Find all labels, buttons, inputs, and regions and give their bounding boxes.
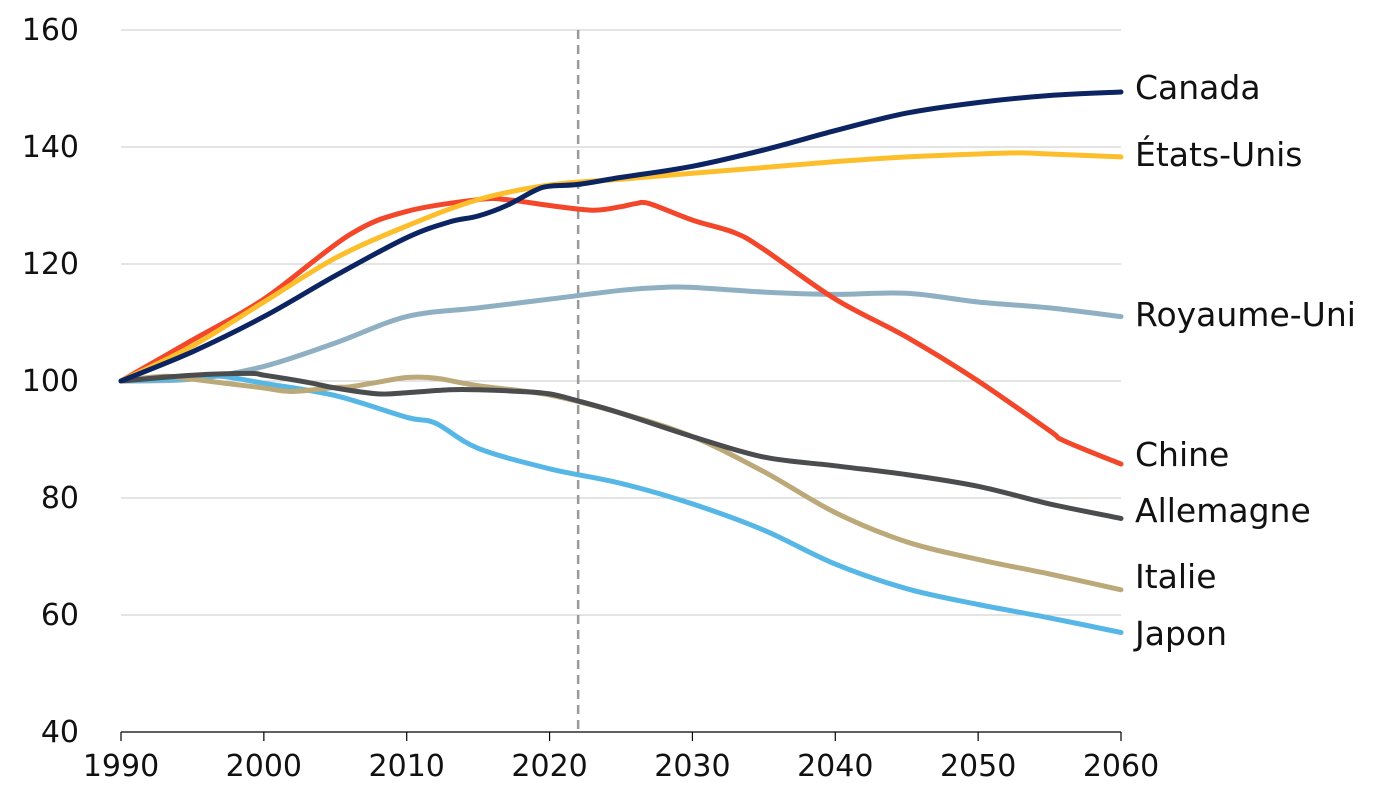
x-tick-label: 2010: [369, 749, 445, 784]
series-line-allemagne: [118, 370, 1124, 521]
series-label-etats-unis: États-Unis: [1135, 134, 1302, 174]
y-axis-tick-labels: 160 140 120 100 80 60 40: [22, 13, 79, 750]
x-tick-label: 2060: [1083, 749, 1159, 784]
series-line-royaume-uni: [118, 284, 1124, 384]
series-label-japon: Japon: [1133, 614, 1227, 653]
gridlines: [121, 29, 1121, 616]
series-line-chine: [118, 196, 1124, 467]
series-labels: Canada États-Unis Royaume-Uni Chine Allemagn…: [1133, 68, 1356, 653]
x-tick-label: 2050: [940, 749, 1016, 784]
x-tick-label: 2030: [654, 749, 730, 784]
series-line-canada: [118, 89, 1124, 384]
x-tick-label: 1990: [83, 749, 159, 784]
x-axis: 1990 2000 2010 2020 2030 2040 2050 2060: [83, 731, 1159, 784]
series-line-japon: [118, 373, 1124, 635]
series-lines: [118, 89, 1124, 635]
series-line-etats-unis: [118, 150, 1124, 384]
series-label-italie: Italie: [1135, 557, 1217, 596]
y-tick-label: 60: [41, 598, 79, 633]
y-tick-label: 80: [41, 481, 79, 516]
y-tick-label: 40: [41, 715, 79, 750]
y-tick-label: 100: [22, 364, 79, 399]
series-label-royaume-uni: Royaume-Uni: [1135, 295, 1356, 334]
series-label-chine: Chine: [1135, 435, 1229, 474]
series-label-allemagne: Allemagne: [1135, 491, 1311, 530]
x-tick-label: 2020: [511, 749, 587, 784]
series-line-italie: [118, 373, 1124, 593]
y-tick-label: 120: [22, 247, 79, 282]
x-tick-label: 2000: [226, 749, 302, 784]
y-tick-label: 140: [22, 130, 79, 165]
series-label-canada: Canada: [1135, 68, 1261, 107]
y-tick-label: 160: [22, 13, 79, 48]
x-tick-label: 2040: [797, 749, 873, 784]
